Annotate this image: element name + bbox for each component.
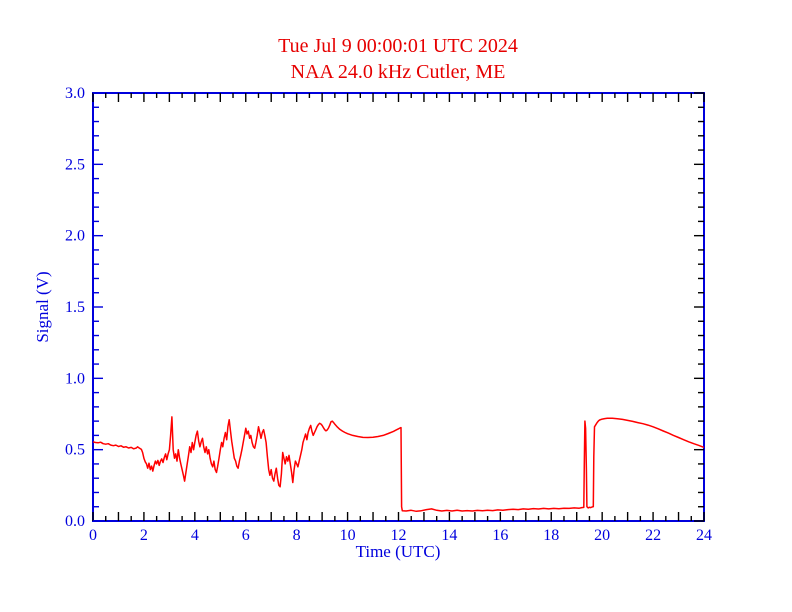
plot-axes [92, 92, 705, 522]
x-tick-label: 18 [543, 527, 559, 544]
y-tick-label: 3.0 [65, 85, 85, 102]
x-tick-label: 20 [594, 527, 610, 544]
y-tick-label: 0.0 [65, 513, 85, 530]
x-tick-label: 4 [191, 527, 199, 544]
x-tick-label: 12 [391, 527, 407, 544]
chart-title: Tue Jul 9 00:00:01 UTC 2024 [278, 35, 518, 57]
axis-ticks [92, 92, 705, 522]
y-tick-label: 2.5 [65, 156, 85, 173]
x-tick-label: 22 [645, 527, 661, 544]
x-tick-label: 8 [293, 527, 301, 544]
y-tick-label: 1.0 [65, 370, 85, 387]
y-axis-label: Signal (V) [33, 271, 52, 342]
signal-trace [92, 416, 705, 513]
y-tick-label: 1.5 [65, 299, 85, 316]
data-traces [92, 416, 705, 513]
x-tick-label: 14 [441, 527, 457, 544]
x-tick-label: 10 [340, 527, 356, 544]
y-tick-label: 0.5 [65, 442, 85, 459]
x-tick-label: 6 [242, 527, 250, 544]
y-tick-label: 2.0 [65, 228, 85, 245]
x-tick-label: 16 [492, 527, 508, 544]
x-axis-label: Time (UTC) [356, 542, 441, 561]
x-tick-label: 0 [89, 527, 97, 544]
plot-border [92, 92, 705, 522]
x-tick-label: 24 [696, 527, 712, 544]
x-tick-label: 2 [140, 527, 148, 544]
axis-tick-labels: 0 2 4 6 8 10 12 14 16 18 20 22 240.00.51.01.52.02.53… [65, 85, 712, 544]
chart-subtitle: NAA 24.0 kHz Cutler, ME [291, 61, 506, 83]
